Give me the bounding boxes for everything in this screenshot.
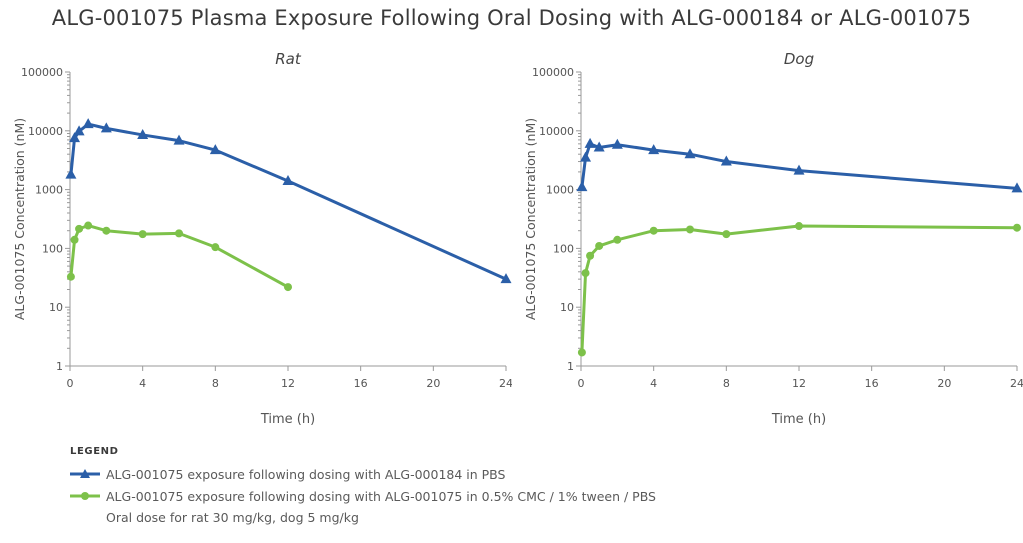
legend-label-green: ALG-001075 exposure following dosing wit… <box>106 488 656 504</box>
dog-series-0-point <box>611 138 623 149</box>
rat-x-axis-label: Time (h) <box>260 412 315 427</box>
legend-heading: LEGEND <box>70 446 119 457</box>
dog-x-tick-label: 24 <box>1010 377 1023 390</box>
dog-x-tick-label: 4 <box>650 377 657 390</box>
dog-series-0-point <box>793 164 805 175</box>
dog-y-tick-label: 1 <box>567 360 574 373</box>
rat-x-tick-label: 12 <box>281 377 295 390</box>
rat-series-0-point <box>209 144 221 155</box>
dog-x-tick-label: 12 <box>792 377 806 390</box>
rat-series-1-point <box>211 243 220 252</box>
rat-series-0-point <box>137 128 149 139</box>
legend: LEGEND ALG-001075 exposure following dos… <box>70 446 656 529</box>
dog-x-tick-label: 20 <box>937 377 951 390</box>
rat-series-1-point <box>70 235 79 244</box>
dog-y-axis-label: ALG-001075 Concentration (nM) <box>523 118 538 320</box>
dog-series-0-point <box>720 155 732 166</box>
rat-chart: Rat 1 10 100 1000 10000 100000 0 4 8 12 16 20 24 Time … <box>12 50 512 427</box>
legend-item-blue: ALG-001075 exposure following dosing wit… <box>70 463 656 485</box>
dog-series-0-point <box>580 151 592 162</box>
dog-series-1-point <box>595 241 604 250</box>
rat-y-tick-label: 100 <box>42 242 63 255</box>
rat-y-tick-label: 1000 <box>35 184 63 197</box>
rat-x-tick-label: 24 <box>499 377 512 390</box>
rat-series-0-point <box>173 134 185 145</box>
rat-series-1-point <box>102 226 111 235</box>
dog-series-0-point <box>648 144 660 155</box>
dog-series-0-point <box>584 137 596 148</box>
dog-series-0-point <box>593 141 605 152</box>
rat-x-tick-label: 16 <box>354 377 368 390</box>
rat-y-tick-label: 10 <box>49 301 63 314</box>
dog-x-axis-label: Time (h) <box>771 412 826 427</box>
rat-y-axis-label: ALG-001075 Concentration (nM) <box>12 118 27 320</box>
rat-series-0-point <box>69 132 81 143</box>
rat-series-0-point <box>282 175 294 186</box>
rat-series-1-point <box>175 229 183 238</box>
rat-x-tick-label: 4 <box>139 377 146 390</box>
dog-series-0-line <box>580 142 1018 190</box>
dog-series-0-point <box>684 148 696 159</box>
legend-item-green: ALG-001075 exposure following dosing wit… <box>70 485 656 507</box>
dog-series-1-point <box>686 225 694 234</box>
dog-panel-title: Dog <box>784 50 814 68</box>
rat-series-0-point <box>73 125 85 136</box>
rat-y-tick-label: 1 <box>56 360 63 373</box>
dose-note: Oral dose for rat 30 mg/kg, dog 5 mg/kg <box>106 510 359 525</box>
rat-series-1-point <box>284 283 292 292</box>
rat-series-0-point <box>500 273 512 284</box>
dog-series-0-point <box>576 181 588 192</box>
rat-x-tick-label: 20 <box>426 377 440 390</box>
dog-series-1-line <box>580 224 1018 353</box>
dog-chart: Dog 1 10 100 1000 10000 100000 0 4 8 12 16 20 24 Time … <box>523 50 1023 427</box>
legend-label-blue: ALG-001075 exposure following dosing wit… <box>106 466 506 482</box>
rat-x-tick-label: 0 <box>67 377 74 390</box>
dog-series-1-point <box>649 226 658 235</box>
rat-series-1-point <box>84 221 93 230</box>
rat-x-tick-label: 8 <box>212 377 219 390</box>
dog-series-1-point <box>613 235 622 244</box>
dog-y-tick-label: 100000 <box>532 66 574 79</box>
dog-series-1-point <box>722 230 731 239</box>
rat-y-tick-label: 100000 <box>21 66 63 79</box>
rat-series-0-point <box>65 168 77 179</box>
dog-y-tick-label: 100 <box>553 242 574 255</box>
rat-panel-title: Rat <box>275 50 302 68</box>
rat-y-tick-label: 10000 <box>28 125 63 138</box>
legend-triangle-icon <box>70 469 100 478</box>
chart-title: ALG-001075 Plasma Exposure Following Ora… <box>51 6 972 30</box>
rat-series-0-line <box>69 122 507 281</box>
dog-x-tick-label: 16 <box>865 377 879 390</box>
rat-series-0-point <box>82 118 94 129</box>
dog-x-tick-label: 8 <box>723 377 730 390</box>
rat-series-1-point <box>66 272 75 281</box>
rat-series-0-point <box>100 122 112 133</box>
dog-y-tick-label: 1000 <box>546 184 574 197</box>
dog-series-0-point <box>1011 182 1023 193</box>
dog-y-tick-label: 10 <box>560 301 574 314</box>
dog-series-1-point <box>795 222 803 231</box>
dog-series-1-point <box>586 251 595 260</box>
legend-circle-icon <box>70 492 100 500</box>
dog-series-1-point <box>1013 223 1021 232</box>
dog-series-1-point <box>581 269 590 278</box>
rat-series-1-point <box>138 230 147 239</box>
rat-series-1-point <box>75 224 84 233</box>
dog-series-1-point <box>577 348 586 357</box>
dog-y-tick-label: 10000 <box>539 125 574 138</box>
dog-x-tick-label: 0 <box>578 377 585 390</box>
